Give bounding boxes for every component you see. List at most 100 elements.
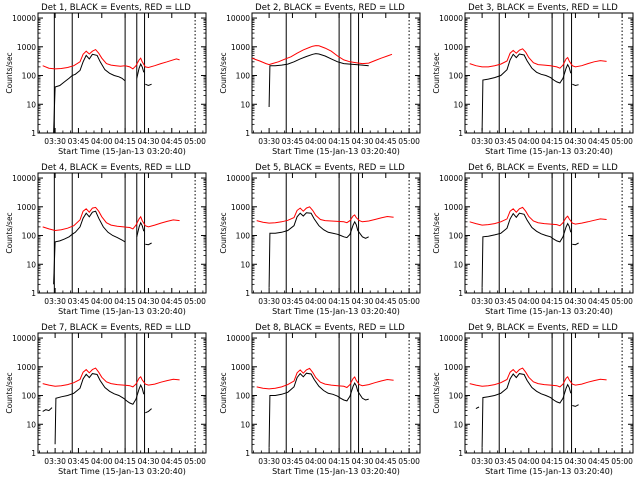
plot-frame <box>251 332 421 454</box>
x-tick-label: 04:00 <box>91 137 113 146</box>
events-series-line <box>136 62 145 79</box>
x-tick-label: 04:30 <box>138 137 160 146</box>
y-tick-label: 1 <box>245 449 250 458</box>
events-series-line <box>54 373 145 445</box>
events-series-line <box>53 53 126 134</box>
x-tick-label: 03:30 <box>44 457 66 466</box>
detector-panel-5: Det 5, BLACK = Events, RED = LLD 1 10 100 10… <box>219 163 421 316</box>
panel-title: Det 9, BLACK = Events, RED = LLD <box>468 323 618 333</box>
y-tick-label: 100 <box>236 72 251 81</box>
lld-series-line <box>42 367 180 388</box>
x-axis-label: Start Time (15-Jan-13 03:20:40) <box>272 307 400 316</box>
x-tick-label: 03:30 <box>258 457 280 466</box>
panel-title: Det 7, BLACK = Events, RED = LLD <box>41 323 191 333</box>
events-series-line <box>53 210 126 285</box>
x-tick-label: 05:00 <box>398 457 420 466</box>
x-tick-label: 05:00 <box>611 297 633 306</box>
x-tick-label: 04:00 <box>91 297 113 306</box>
y-tick-label: 10000 <box>12 174 36 183</box>
x-axis-label: Start Time (15-Jan-13 03:20:40) <box>485 307 613 316</box>
y-tick-label: 10 <box>26 100 36 109</box>
x-tick-label: 05:00 <box>184 137 206 146</box>
y-axis-label: Counts/sec <box>219 212 228 253</box>
y-tick-label: 1000 <box>17 43 36 52</box>
y-tick-label: 1 <box>245 129 250 138</box>
detector-panel-8: Det 8, BLACK = Events, RED = LLD 1 10 100 10… <box>219 323 421 476</box>
y-tick-label: 10000 <box>226 174 250 183</box>
detector-panel-2: Det 2, BLACK = Events, RED = LLD 1 10 100 10… <box>219 3 421 156</box>
x-tick-label: 04:30 <box>565 297 587 306</box>
y-tick-label: 10 <box>240 100 250 109</box>
events-series-line <box>145 242 152 246</box>
y-tick-label: 100 <box>22 392 37 401</box>
y-tick-label: 100 <box>449 72 464 81</box>
x-tick-label: 04:15 <box>114 297 136 306</box>
x-tick-label: 04:30 <box>352 297 374 306</box>
plot-frame <box>37 172 207 294</box>
y-tick-label: 1000 <box>231 43 250 52</box>
lld-series-line <box>469 367 607 388</box>
y-tick-label: 1000 <box>444 203 463 212</box>
y-tick-label: 100 <box>236 232 251 241</box>
y-tick-label: 1 <box>458 289 463 298</box>
x-tick-label: 04:00 <box>305 137 327 146</box>
panel-title: Det 4, BLACK = Events, RED = LLD <box>41 163 191 173</box>
x-tick-label: 04:45 <box>161 137 183 146</box>
detector-panel-9: Det 9, BLACK = Events, RED = LLD 1 10 100 10… <box>432 323 634 476</box>
x-axis-label: Start Time (15-Jan-13 03:20:40) <box>272 467 400 476</box>
plot-frame <box>464 12 634 134</box>
x-tick-label: 05:00 <box>398 137 420 146</box>
detector-panel-1: Det 1, BLACK = Events, RED = LLD 1 10 100 10… <box>5 3 207 156</box>
plot-frame <box>464 332 634 454</box>
x-tick-label: 03:30 <box>44 297 66 306</box>
plot-frame <box>251 12 421 134</box>
x-tick-label: 03:45 <box>495 297 517 306</box>
lld-series-line <box>469 48 607 69</box>
y-tick-label: 100 <box>449 232 464 241</box>
y-tick-label: 1 <box>31 129 36 138</box>
x-tick-label: 03:45 <box>68 457 90 466</box>
events-series-line <box>481 212 572 288</box>
lld-series-line <box>251 45 393 66</box>
events-series-line <box>572 242 579 246</box>
x-tick-label: 03:30 <box>44 137 66 146</box>
x-tick-label: 04:30 <box>565 457 587 466</box>
lld-series-line <box>42 206 180 232</box>
x-tick-label: 03:45 <box>495 457 517 466</box>
y-tick-label: 1000 <box>17 363 36 372</box>
y-tick-label: 10 <box>453 260 463 269</box>
x-tick-label: 03:30 <box>258 297 280 306</box>
x-tick-label: 04:30 <box>352 137 374 146</box>
x-tick-label: 04:45 <box>161 297 183 306</box>
y-tick-label: 10000 <box>226 334 250 343</box>
panel-title: Det 5, BLACK = Events, RED = LLD <box>255 163 405 173</box>
x-tick-label: 04:15 <box>541 457 563 466</box>
x-tick-label: 03:45 <box>495 137 517 146</box>
plot-frame <box>464 172 634 294</box>
y-tick-label: 10000 <box>226 14 250 23</box>
y-tick-label: 1 <box>458 129 463 138</box>
detector-panel-7: Det 7, BLACK = Events, RED = LLD 1 10 100 10… <box>5 323 207 476</box>
x-tick-label: 03:30 <box>471 297 493 306</box>
y-tick-label: 1000 <box>231 363 250 372</box>
x-tick-label: 04:15 <box>541 297 563 306</box>
y-tick-label: 10000 <box>12 14 36 23</box>
x-tick-label: 03:45 <box>282 137 304 146</box>
y-tick-label: 100 <box>22 72 37 81</box>
x-tick-label: 04:00 <box>305 457 327 466</box>
x-tick-label: 05:00 <box>611 137 633 146</box>
y-axis-label: Counts/sec <box>5 212 14 253</box>
x-tick-label: 03:45 <box>68 297 90 306</box>
y-tick-label: 100 <box>449 392 464 401</box>
x-tick-label: 04:15 <box>328 137 350 146</box>
y-tick-label: 100 <box>22 232 37 241</box>
panel-title: Det 3, BLACK = Events, RED = LLD <box>468 3 618 13</box>
y-axis-label: Counts/sec <box>219 372 228 413</box>
y-tick-label: 10 <box>26 420 36 429</box>
x-tick-label: 04:15 <box>114 137 136 146</box>
x-tick-label: 04:15 <box>114 457 136 466</box>
x-axis-label: Start Time (15-Jan-13 03:20:40) <box>485 467 613 476</box>
panel-title: Det 1, BLACK = Events, RED = LLD <box>41 3 191 13</box>
events-series-line <box>481 53 572 131</box>
